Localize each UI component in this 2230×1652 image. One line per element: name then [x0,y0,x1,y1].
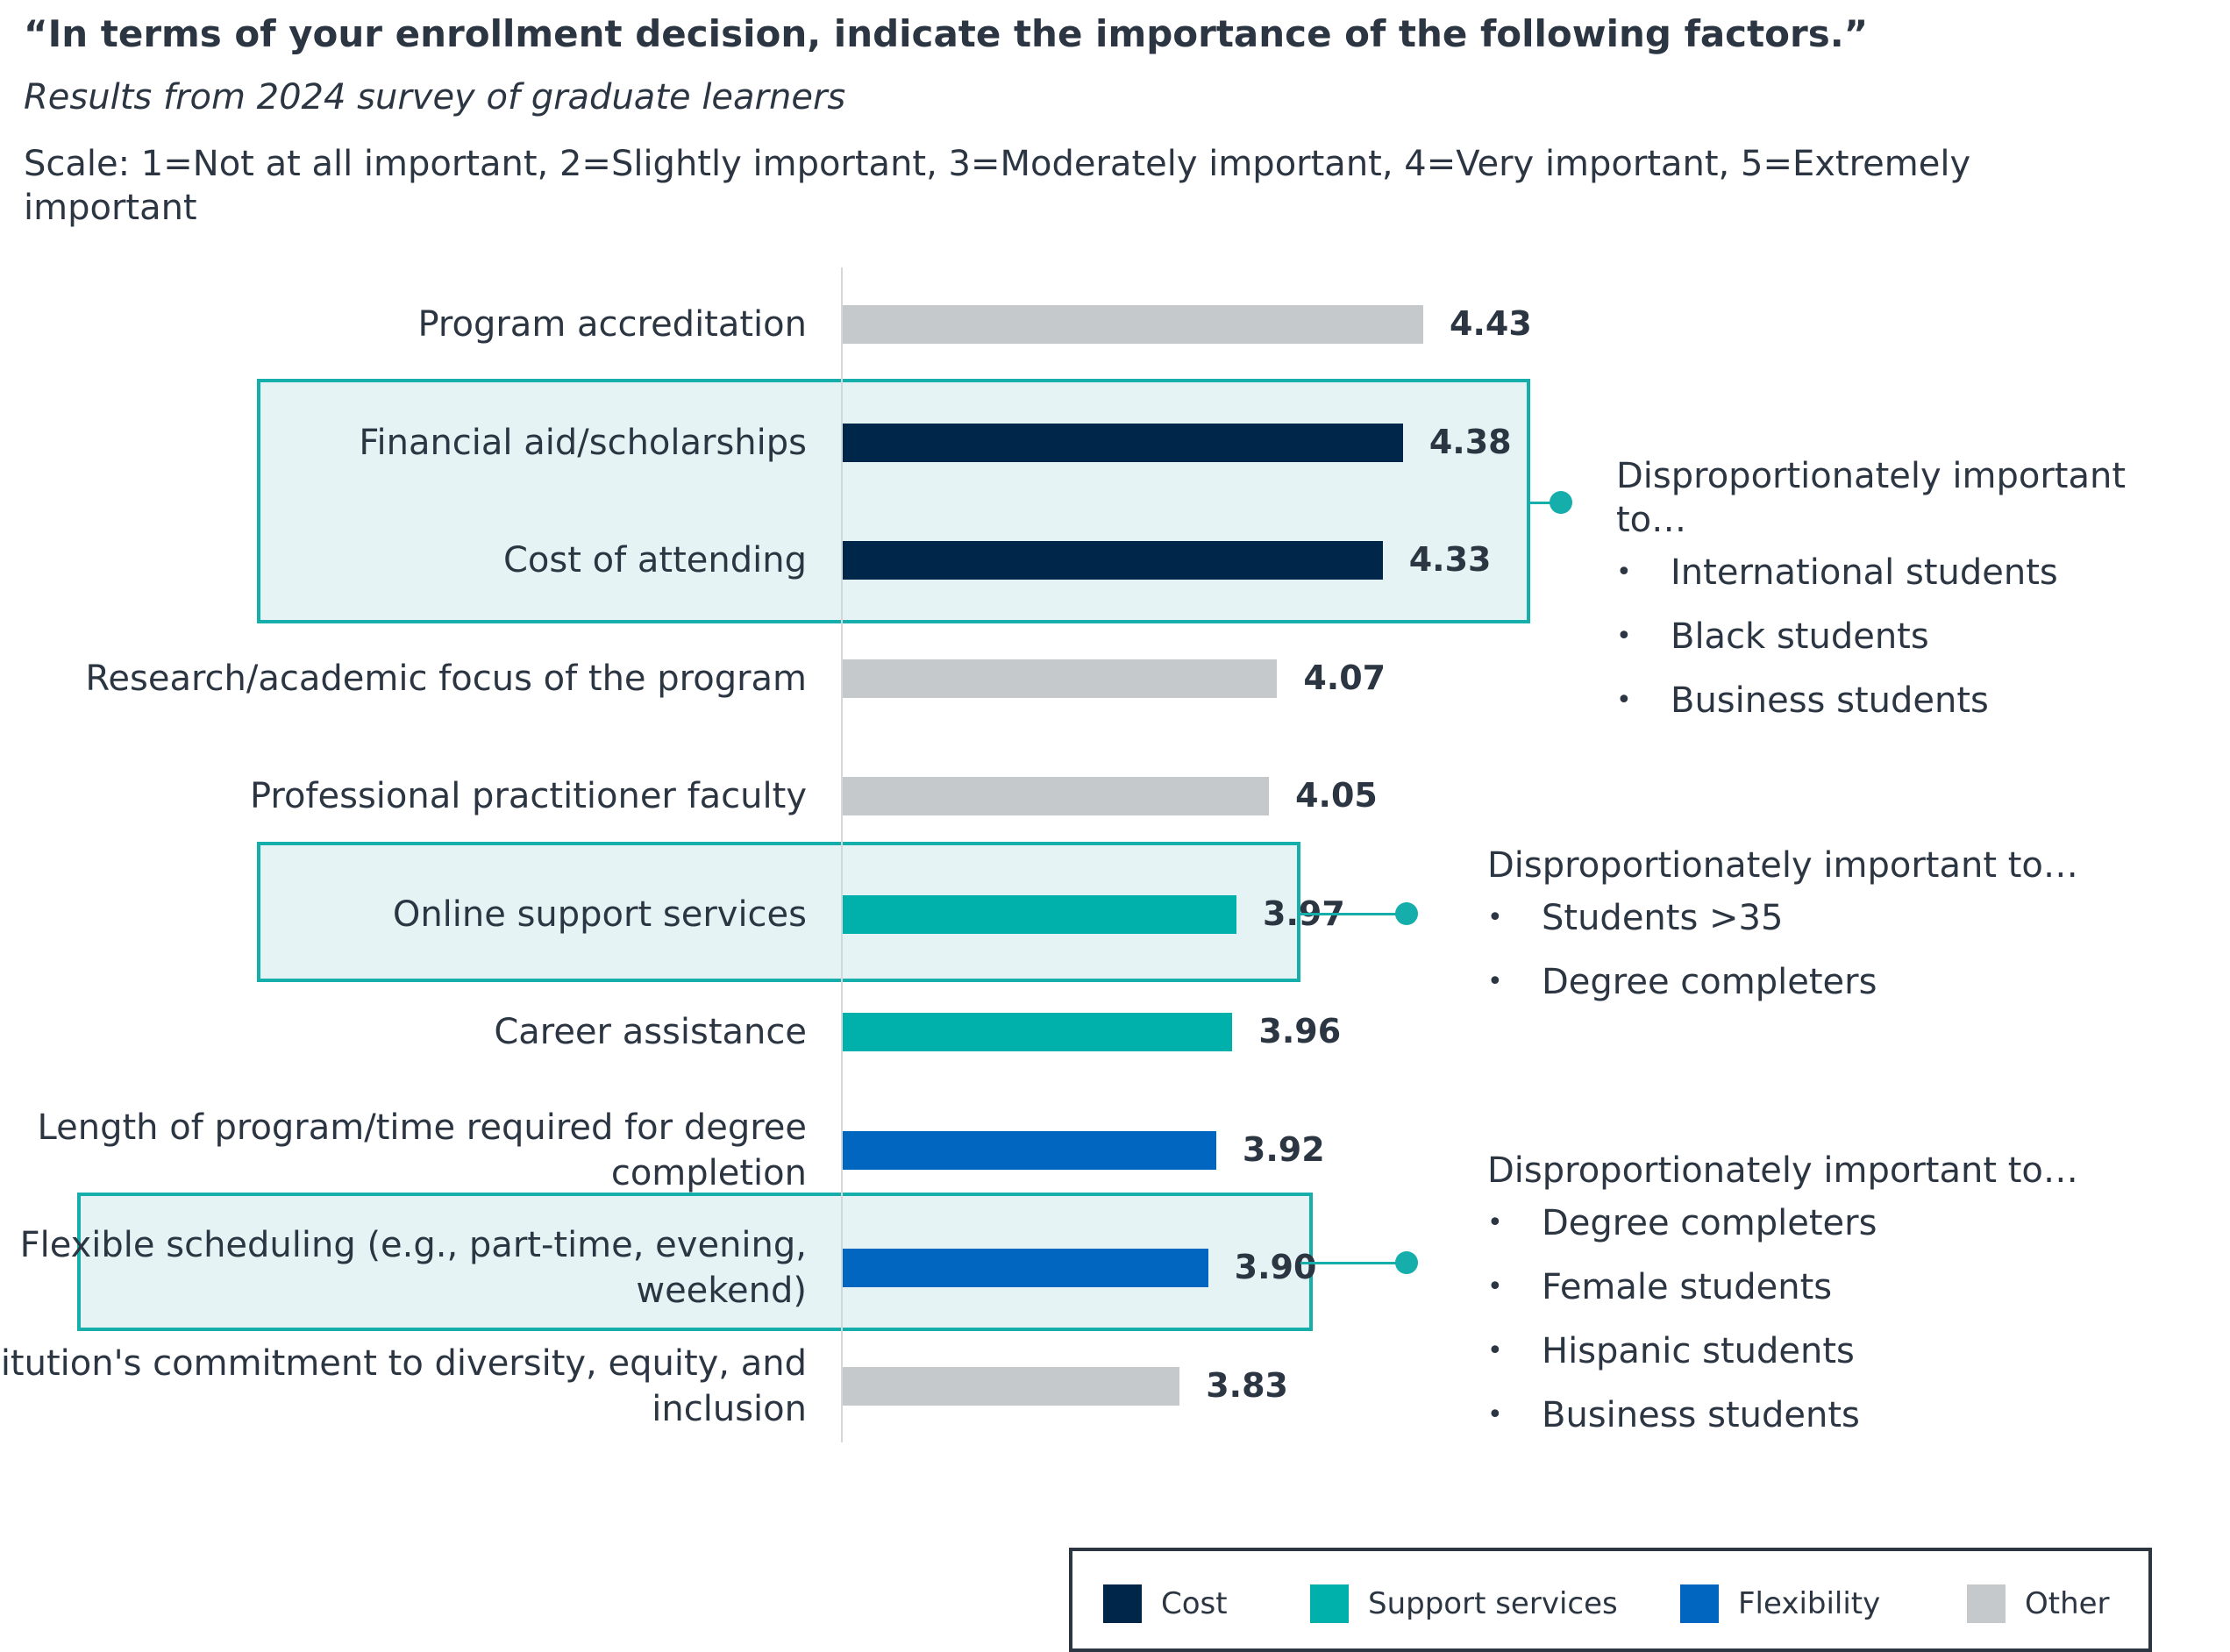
category-label: Institution's commitment to diversity, e… [0,1342,807,1429]
legend-label: Flexibility [1738,1586,1881,1621]
bar [843,1366,1180,1406]
legend-label: Cost [1161,1586,1228,1621]
category-label: Length of program/time required for degr… [37,1107,807,1193]
annotation-item: Business students [1487,1393,2206,1437]
annotation-item: International students [1616,551,2186,595]
scale-note: Scale: 1=Not at all important, 2=Slightl… [24,144,1971,228]
annotation-item: Black students [1616,615,2186,659]
legend-label: Other [2025,1586,2110,1621]
value-label: 3.96 [1258,1012,1342,1050]
connector-line-flexible-scheduling [1300,1262,1406,1264]
highlight-box-cost [257,379,1530,623]
bar [843,1013,1233,1051]
value-label: 4.07 [1303,658,1386,697]
legend-swatch-other [1967,1584,2006,1623]
connector-line-online-support [1300,913,1406,915]
annotation-item: Female students [1487,1265,2206,1309]
value-label: 3.92 [1242,1129,1325,1169]
category-label: Research/academic focus of the program [85,658,807,699]
category-label: Professional practitioner faculty [249,776,807,816]
annotation-item: Students >35 [1487,896,2206,940]
legend-item-cost: Cost [1103,1584,1228,1623]
annotation-header: Disproportionately important to… [1487,845,2078,886]
value-label: 3.90 [1234,1248,1317,1286]
category-label: Financial aid/scholarships [359,422,807,463]
legend-label: Support services [1368,1586,1618,1621]
bar [843,894,1237,934]
bar [843,423,1403,462]
legend-item-other: Other [1967,1584,2110,1623]
category-label: Career assistance [494,1012,807,1052]
bar [843,659,1278,698]
connector-dot-cost [1550,491,1572,514]
connector-line-cost [1530,502,1561,504]
bar [843,1130,1216,1170]
annotation-item: Hispanic students [1487,1329,2206,1373]
value-label: 4.38 [1428,422,1512,461]
bar [843,541,1383,580]
bar [843,1249,1208,1287]
annotation-item: Business students [1616,679,2186,723]
bar [843,777,1270,815]
legend-item-flexibility: Flexibility [1680,1584,1880,1623]
category-label: Cost of attending [503,540,807,580]
annotation-online-support: Disproportionately important to… Student… [1487,844,2206,1024]
category-label: Program accreditation [417,304,807,345]
annotation-flexible-scheduling: Disproportionately important to… Degree … [1487,1149,2206,1457]
annotation-item: Degree completers [1487,1201,2206,1245]
legend-swatch-flexibility [1680,1584,1719,1623]
annotation-header: Disproportionately important to… [1616,456,2127,540]
connector-dot-flexible-scheduling [1395,1251,1418,1274]
bar [843,305,1423,344]
value-label: 4.43 [1450,304,1532,343]
category-label: Online support services [392,894,807,935]
chart-title: “In terms of your enrollment decision, i… [24,12,1869,55]
category-label: Flexible scheduling (e.g., part-time, ev… [19,1225,807,1311]
value-label: 4.05 [1295,776,1378,815]
category-axis-line [841,267,843,1442]
annotation-cost: Disproportionately important to… Interna… [1616,454,2186,743]
legend-item-support-services: Support services [1310,1584,1618,1623]
connector-dot-online-support [1395,902,1418,925]
chart-subtitle: Results from 2024 survey of graduate lea… [24,77,846,117]
legend-swatch-cost [1103,1584,1142,1623]
value-label: 3.83 [1206,1365,1288,1405]
annotation-header: Disproportionately important to… [1487,1150,2078,1191]
legend-swatch-support-services [1310,1584,1349,1623]
annotation-item: Degree completers [1487,960,2206,1004]
value-label: 4.33 [1408,540,1492,579]
legend: Cost Support services Flexibility Other [1069,1548,2152,1652]
